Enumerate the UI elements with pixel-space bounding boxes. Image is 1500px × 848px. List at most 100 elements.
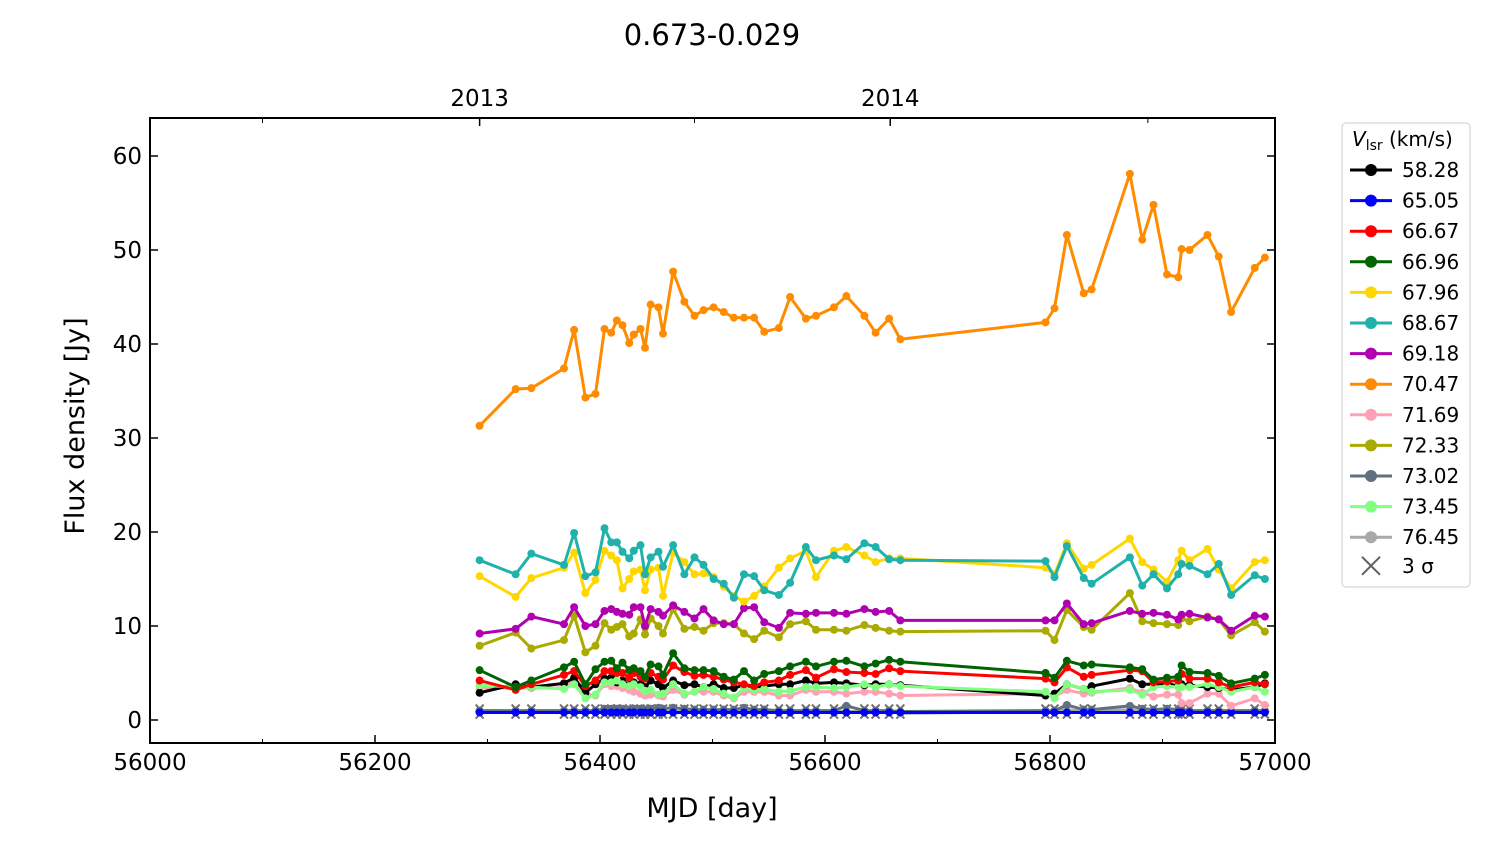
data-point bbox=[659, 562, 667, 571]
data-point bbox=[629, 708, 638, 717]
data-point bbox=[760, 708, 769, 717]
legend-item: 70.47 bbox=[1350, 372, 1459, 396]
data-point bbox=[801, 708, 810, 717]
data-point bbox=[1177, 683, 1186, 692]
data-point bbox=[774, 563, 783, 572]
data-point bbox=[1185, 699, 1194, 708]
data-point bbox=[475, 641, 484, 650]
data-point bbox=[1163, 673, 1171, 682]
data-point bbox=[1041, 674, 1050, 683]
data-point bbox=[1062, 230, 1071, 239]
data-point bbox=[719, 689, 728, 698]
data-point bbox=[1260, 670, 1269, 679]
data-point bbox=[1125, 534, 1134, 543]
data-point bbox=[812, 683, 820, 692]
data-point bbox=[560, 364, 568, 373]
data-point bbox=[896, 682, 905, 691]
data-point bbox=[527, 644, 536, 653]
data-point bbox=[699, 569, 708, 578]
data-point bbox=[812, 673, 820, 682]
data-point bbox=[699, 708, 708, 717]
x-tick-label: 56800 bbox=[1013, 750, 1086, 776]
series-65.05 bbox=[475, 708, 1269, 717]
data-point bbox=[690, 311, 699, 320]
data-point bbox=[581, 708, 590, 717]
data-point bbox=[636, 541, 645, 550]
data-point bbox=[1260, 700, 1269, 709]
data-point bbox=[570, 667, 579, 676]
data-point bbox=[1250, 611, 1259, 620]
data-point bbox=[669, 541, 678, 550]
data-point bbox=[1138, 690, 1147, 699]
data-point bbox=[1062, 599, 1071, 608]
data-point bbox=[1227, 708, 1236, 717]
data-point bbox=[669, 708, 678, 717]
legend-marker bbox=[1365, 378, 1377, 391]
data-point bbox=[786, 686, 795, 695]
data-point bbox=[581, 680, 590, 689]
data-point bbox=[600, 657, 609, 666]
data-point bbox=[1227, 679, 1236, 688]
x-axis-label: MJD [day] bbox=[646, 793, 777, 824]
y-tick-label: 0 bbox=[127, 708, 142, 734]
data-point bbox=[729, 313, 738, 322]
data-point bbox=[1260, 612, 1269, 621]
data-point bbox=[774, 623, 783, 632]
data-point bbox=[1041, 557, 1050, 566]
data-point bbox=[600, 708, 609, 717]
data-point bbox=[830, 657, 838, 666]
data-point bbox=[1079, 574, 1088, 583]
data-point bbox=[786, 554, 795, 563]
data-point bbox=[1149, 692, 1158, 701]
data-point bbox=[641, 343, 649, 352]
data-point bbox=[1174, 672, 1183, 681]
data-point bbox=[618, 669, 627, 677]
legend-item: 68.67 bbox=[1350, 311, 1459, 335]
data-point bbox=[860, 539, 869, 548]
data-point bbox=[709, 672, 718, 681]
legend-label: 73.02 bbox=[1402, 464, 1459, 488]
data-point bbox=[475, 666, 484, 675]
data-point bbox=[690, 614, 699, 623]
legend-marker bbox=[1365, 286, 1377, 299]
data-point bbox=[690, 708, 699, 717]
data-point bbox=[860, 662, 869, 671]
legend-marker bbox=[1365, 225, 1377, 238]
data-point bbox=[699, 666, 708, 675]
legend-item: 73.02 bbox=[1350, 464, 1459, 488]
data-point bbox=[591, 665, 600, 674]
data-point bbox=[1041, 318, 1050, 327]
data-point bbox=[729, 593, 738, 602]
data-point bbox=[760, 586, 769, 595]
data-point bbox=[600, 619, 609, 628]
data-point bbox=[860, 687, 869, 696]
data-point bbox=[1041, 687, 1050, 696]
data-point bbox=[1163, 584, 1171, 593]
data-point bbox=[896, 627, 905, 636]
data-point bbox=[1087, 560, 1096, 569]
data-point bbox=[475, 572, 484, 581]
legend-item: 72.33 bbox=[1350, 433, 1459, 457]
data-point bbox=[1125, 553, 1134, 562]
data-point bbox=[812, 556, 820, 565]
data-point bbox=[812, 311, 820, 320]
data-point bbox=[1260, 556, 1269, 565]
data-point bbox=[812, 625, 820, 634]
data-point bbox=[885, 708, 894, 717]
data-point bbox=[1163, 270, 1171, 279]
data-point bbox=[1125, 589, 1134, 598]
data-point bbox=[830, 684, 838, 693]
data-point bbox=[812, 573, 820, 582]
data-point bbox=[612, 664, 621, 673]
data-point bbox=[1062, 700, 1071, 709]
data-point bbox=[774, 633, 783, 642]
data-point bbox=[1149, 608, 1158, 617]
data-point bbox=[774, 324, 783, 333]
data-point bbox=[680, 607, 689, 616]
data-point bbox=[830, 551, 838, 560]
legend-label: 66.96 bbox=[1402, 250, 1459, 274]
data-point bbox=[511, 385, 520, 394]
data-point bbox=[885, 680, 894, 689]
data-point bbox=[709, 616, 718, 625]
data-point bbox=[669, 601, 678, 610]
